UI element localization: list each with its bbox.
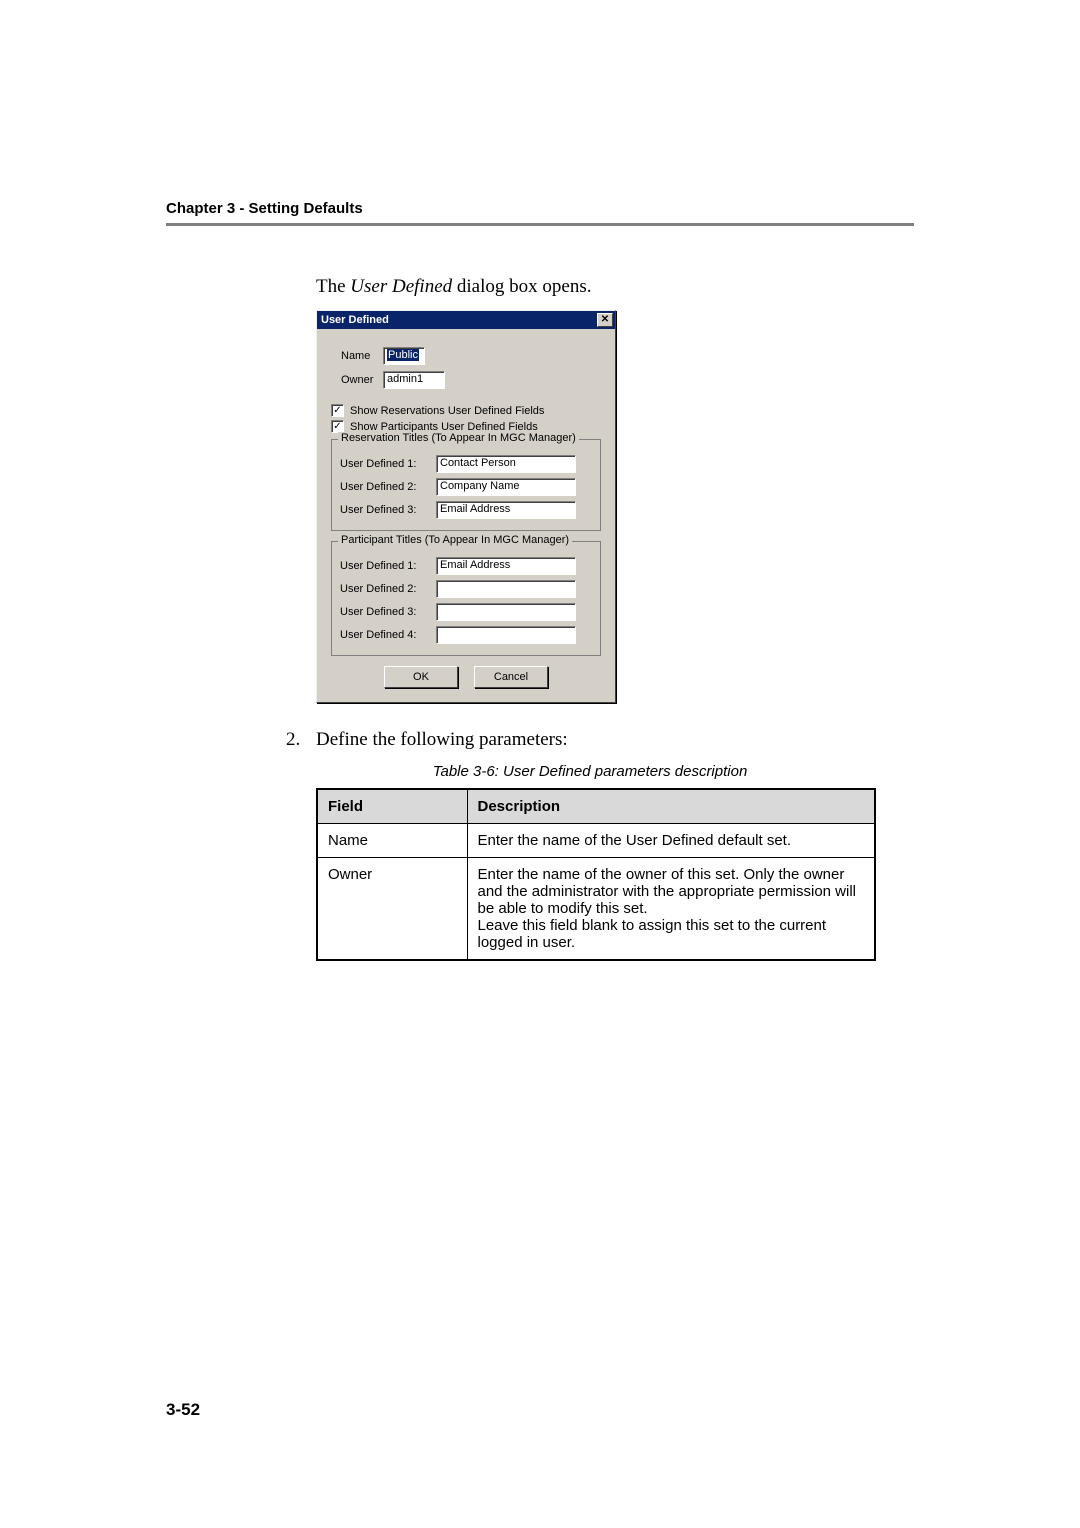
name-label: Name bbox=[329, 350, 383, 362]
intro-text: The User Defined dialog box opens. bbox=[316, 276, 914, 298]
user-defined-label: User Defined 2: bbox=[340, 481, 436, 493]
table-row: Owner Enter the name of the owner of thi… bbox=[317, 858, 875, 961]
page-number: 3-52 bbox=[166, 1400, 200, 1420]
step-text: Define the following parameters: bbox=[316, 729, 568, 751]
name-value: Public bbox=[387, 349, 419, 361]
user-defined-label: User Defined 1: bbox=[340, 458, 436, 470]
user-defined-label: User Defined 2: bbox=[340, 583, 436, 595]
participant-row: User Defined 2: bbox=[340, 580, 592, 598]
header-rule bbox=[166, 223, 914, 226]
reservation-titles-group: Reservation Titles (To Appear In MGC Man… bbox=[331, 439, 601, 531]
show-reservations-label: Show Reservations User Defined Fields bbox=[350, 405, 544, 417]
check-icon: ✓ bbox=[333, 422, 341, 432]
user-defined-input[interactable] bbox=[436, 626, 576, 644]
user-defined-input[interactable] bbox=[436, 603, 576, 621]
owner-row: Owner admin1 bbox=[329, 371, 603, 389]
close-icon: ✕ bbox=[601, 315, 609, 325]
name-row: Name Public bbox=[329, 347, 603, 365]
name-input[interactable]: Public bbox=[383, 347, 425, 365]
chapter-header: Chapter 3 - Setting Defaults bbox=[166, 200, 914, 217]
close-button[interactable]: ✕ bbox=[597, 313, 613, 327]
user-defined-input[interactable]: Email Address bbox=[436, 501, 576, 519]
owner-input[interactable]: admin1 bbox=[383, 371, 445, 389]
user-defined-input[interactable]: Contact Person bbox=[436, 455, 576, 473]
table-caption: Table 3-6: User Defined parameters descr… bbox=[266, 763, 914, 780]
dialog-body: Name Public Owner admin1 ✓ Show Reservat… bbox=[317, 329, 615, 702]
check-icon: ✓ bbox=[333, 406, 341, 416]
table-cell-field: Owner bbox=[317, 858, 467, 961]
ok-button[interactable]: OK bbox=[384, 666, 458, 688]
user-defined-label: User Defined 3: bbox=[340, 606, 436, 618]
participant-row: User Defined 4: bbox=[340, 626, 592, 644]
owner-value: admin1 bbox=[387, 373, 423, 385]
user-defined-input[interactable]: Email Address bbox=[436, 557, 576, 575]
participant-row: User Defined 3: bbox=[340, 603, 592, 621]
show-participants-label: Show Participants User Defined Fields bbox=[350, 421, 538, 433]
show-reservations-checkbox[interactable]: ✓ bbox=[331, 404, 344, 417]
participant-row: User Defined 1: Email Address bbox=[340, 557, 592, 575]
participant-titles-group: Participant Titles (To Appear In MGC Man… bbox=[331, 541, 601, 656]
user-defined-label: User Defined 4: bbox=[340, 629, 436, 641]
cancel-button[interactable]: Cancel bbox=[474, 666, 548, 688]
reservation-legend: Reservation Titles (To Appear In MGC Man… bbox=[338, 432, 579, 444]
owner-label: Owner bbox=[329, 374, 383, 386]
reservation-row: User Defined 2: Company Name bbox=[340, 478, 592, 496]
show-reservations-checkbox-row: ✓ Show Reservations User Defined Fields bbox=[331, 404, 603, 417]
dialog-titlebar: User Defined ✕ bbox=[317, 311, 615, 329]
reservation-row: User Defined 1: Contact Person bbox=[340, 455, 592, 473]
intro-suffix: dialog box opens. bbox=[452, 276, 591, 297]
user-defined-label: User Defined 1: bbox=[340, 560, 436, 572]
parameters-table: Field Description Name Enter the name of… bbox=[316, 788, 876, 961]
table-head-description: Description bbox=[467, 789, 875, 824]
table-cell-desc: Enter the name of the User Defined defau… bbox=[467, 824, 875, 858]
intro-prefix: The bbox=[316, 276, 350, 297]
dialog-title: User Defined bbox=[321, 314, 389, 326]
participant-legend: Participant Titles (To Appear In MGC Man… bbox=[338, 534, 572, 546]
user-defined-input[interactable] bbox=[436, 580, 576, 598]
table-cell-field: Name bbox=[317, 824, 467, 858]
table-head-field: Field bbox=[317, 789, 467, 824]
step-row: 2. Define the following parameters: bbox=[286, 729, 914, 751]
intro-italic: User Defined bbox=[350, 276, 452, 297]
user-defined-input[interactable]: Company Name bbox=[436, 478, 576, 496]
user-defined-label: User Defined 3: bbox=[340, 504, 436, 516]
table-cell-desc: Enter the name of the owner of this set.… bbox=[467, 858, 875, 961]
reservation-row: User Defined 3: Email Address bbox=[340, 501, 592, 519]
step-number: 2. bbox=[286, 729, 316, 751]
table-row: Name Enter the name of the User Defined … bbox=[317, 824, 875, 858]
user-defined-dialog: User Defined ✕ Name Public Owner admin1 bbox=[316, 310, 616, 703]
dialog-buttons: OK Cancel bbox=[329, 666, 603, 688]
